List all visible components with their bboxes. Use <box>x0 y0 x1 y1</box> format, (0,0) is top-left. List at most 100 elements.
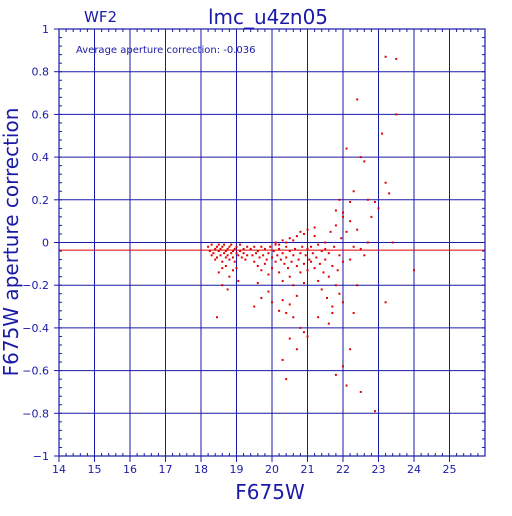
data-point <box>285 245 288 248</box>
data-point <box>334 284 337 287</box>
data-point <box>327 275 330 278</box>
data-point <box>342 301 344 304</box>
y-tick-label: 0 <box>42 237 49 250</box>
data-point <box>256 250 259 253</box>
data-point <box>221 245 224 248</box>
data-point <box>324 258 327 261</box>
data-point <box>246 245 249 248</box>
data-point <box>244 258 247 261</box>
data-point <box>322 271 325 274</box>
data-point <box>356 284 359 287</box>
data-point <box>334 209 337 212</box>
data-point <box>299 252 302 255</box>
y-tick-label: −1 <box>33 450 49 463</box>
data-point <box>223 243 226 246</box>
data-point <box>217 243 220 246</box>
data-point <box>391 241 394 244</box>
data-point <box>317 243 320 246</box>
data-point <box>228 258 231 261</box>
data-point <box>327 322 330 325</box>
data-point <box>230 252 233 255</box>
label-layer: WF2 lmc_u4zn05 Average aperture correcti… <box>0 5 328 504</box>
data-point <box>279 258 282 261</box>
data-point <box>281 358 284 361</box>
data-point <box>260 269 263 272</box>
data-point <box>342 365 344 368</box>
data-point <box>384 181 387 184</box>
data-point <box>334 373 337 376</box>
data-point <box>317 279 320 282</box>
data-point <box>342 260 344 263</box>
data-point <box>302 262 305 265</box>
data-point <box>214 247 217 250</box>
data-point <box>373 410 376 413</box>
data-point <box>306 247 309 250</box>
y-tick-label: 0.6 <box>32 108 50 121</box>
data-point <box>324 247 327 250</box>
data-point <box>262 254 265 257</box>
data-point <box>230 243 233 246</box>
data-point <box>373 200 376 203</box>
data-point <box>226 247 229 250</box>
data-point <box>370 215 373 218</box>
data-point <box>359 156 362 159</box>
data-point <box>263 247 266 250</box>
y-tick-label: −0.8 <box>22 407 49 420</box>
data-point <box>295 264 298 267</box>
data-point <box>363 254 366 257</box>
x-tick-label: 21 <box>301 463 315 476</box>
data-point <box>295 348 298 351</box>
data-point <box>255 252 258 255</box>
data-point <box>274 243 277 246</box>
data-point <box>342 211 344 214</box>
data-point <box>326 297 329 300</box>
data-point <box>233 260 236 263</box>
data-point <box>288 237 291 240</box>
data-point <box>281 252 284 255</box>
data-point <box>288 303 291 306</box>
data-point <box>356 228 359 231</box>
data-point <box>267 290 270 293</box>
data-point <box>345 230 348 233</box>
data-point <box>384 301 387 304</box>
y-tick-label: −0.4 <box>22 322 49 335</box>
data-point <box>324 241 327 244</box>
data-point <box>366 241 369 244</box>
data-point <box>253 305 256 308</box>
data-point <box>345 147 348 150</box>
y-tick-label: −0.6 <box>22 365 49 378</box>
data-point <box>349 348 352 351</box>
data-point <box>306 335 309 338</box>
data-point <box>342 215 344 218</box>
y-tick-label: 0.4 <box>32 151 50 164</box>
x-tick-label: 18 <box>194 463 208 476</box>
data-point <box>231 269 234 272</box>
data-point <box>288 275 291 278</box>
data-point <box>221 260 224 263</box>
data-point <box>272 250 275 253</box>
data-point <box>306 269 309 272</box>
data-point <box>295 294 298 297</box>
data-point <box>221 267 224 270</box>
data-point <box>253 245 256 248</box>
data-point <box>302 331 305 334</box>
data-point <box>215 316 218 319</box>
data-point <box>239 250 242 253</box>
y-tick-label: 0.2 <box>32 194 50 207</box>
data-point <box>310 260 313 263</box>
chart-title: lmc_u4zn05 <box>208 5 328 29</box>
point-layer <box>207 55 415 413</box>
data-point <box>317 316 320 319</box>
data-point <box>302 282 305 285</box>
data-point <box>413 269 415 272</box>
data-point <box>240 256 243 259</box>
x-tick-label: 22 <box>336 463 350 476</box>
data-point <box>256 264 259 267</box>
data-point <box>384 55 387 58</box>
data-point <box>349 220 352 223</box>
y-axis-label: F675W aperture correction <box>0 108 23 377</box>
data-point <box>281 299 284 302</box>
x-tick-label: 25 <box>443 463 457 476</box>
data-point <box>239 243 242 246</box>
